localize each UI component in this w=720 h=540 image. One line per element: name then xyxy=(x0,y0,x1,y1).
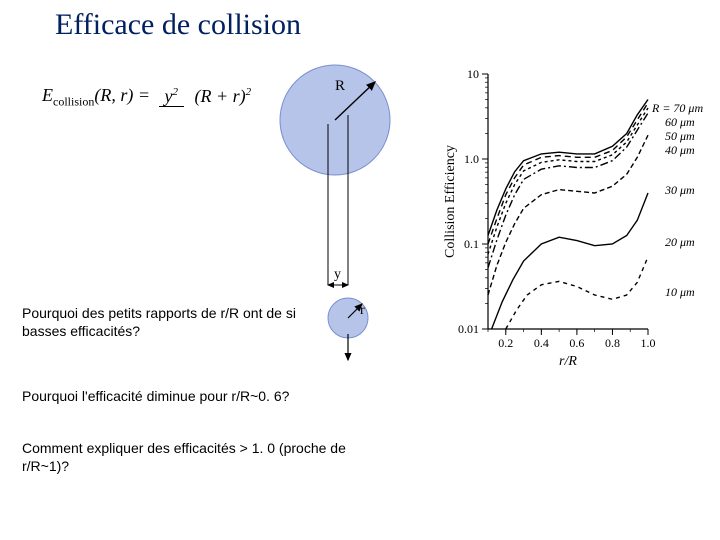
curve-R10 xyxy=(506,257,648,329)
eq-equals: = xyxy=(133,85,154,105)
series-label: R = 70 μm xyxy=(651,101,703,115)
question-3: Comment expliquer des efficacités > 1. 0… xyxy=(22,440,372,475)
R-label: R xyxy=(335,78,345,94)
ytick-label: 1.0 xyxy=(464,152,479,166)
xtick-label: 0.6 xyxy=(569,336,584,350)
collision-efficiency-chart: 0.01 0.1 1.0 10 0.2 0.4 0.6 0.8 1.0 r/R Collision … xyxy=(440,64,710,384)
series-label: 10 μm xyxy=(665,285,695,299)
curve-R60 xyxy=(488,103,648,244)
series-label: 40 μm xyxy=(665,143,695,157)
curve-R20 xyxy=(492,193,648,329)
curve-R50 xyxy=(488,108,648,254)
question-1: Pourquoi des petits rapports de r/R ont … xyxy=(22,305,312,340)
xtick-label: 0.4 xyxy=(534,336,549,350)
curve-R30 xyxy=(488,135,648,295)
ytick-label: 0.1 xyxy=(464,237,479,251)
eq-lhs-E: E xyxy=(42,85,53,105)
ytick-label: 0.01 xyxy=(458,322,479,336)
xtick-label: 0.2 xyxy=(498,336,513,350)
slide-title: Efficace de collision xyxy=(55,8,301,42)
eq-num-exp: 2 xyxy=(173,86,179,98)
eq-lhs-sub: collision xyxy=(53,95,94,109)
curve-R70 xyxy=(488,100,648,236)
xtick-label: 0.8 xyxy=(605,336,620,350)
xtick-label: 1.0 xyxy=(641,336,656,350)
collision-efficiency-equation: Ecollision(R, r) = y2 (R + r)2 xyxy=(42,85,261,110)
series-label: 60 μm xyxy=(665,115,695,129)
r-label: r xyxy=(360,303,365,318)
eq-num-y: y xyxy=(165,86,173,106)
eq-den-base: (R + r) xyxy=(195,86,246,106)
y-label: y xyxy=(334,267,341,282)
ylabel: Collision Efficiency xyxy=(443,145,458,258)
series-label: 50 μm xyxy=(665,129,695,143)
series-label: 30 μm xyxy=(664,183,695,197)
xlabel: r/R xyxy=(559,354,577,369)
series-label: 20 μm xyxy=(665,235,695,249)
ytick-label: 10 xyxy=(467,67,479,81)
question-2: Pourquoi l'efficacité diminue pour r/R~0… xyxy=(22,388,392,406)
eq-lhs-args: (R, r) xyxy=(94,85,133,105)
